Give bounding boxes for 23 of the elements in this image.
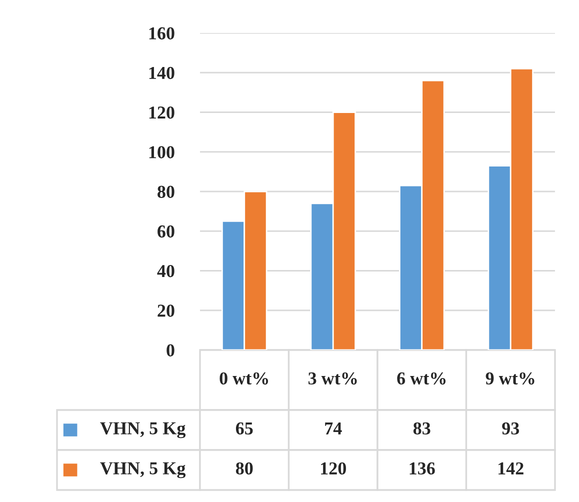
x-tick-label: 9 wt% [486,372,534,385]
y-tick-label: 80 [158,186,174,198]
y-tick-label: 100 [149,146,174,158]
y-tick-label: 120 [149,106,174,119]
x-tick-label: 6 wt% [397,372,446,385]
data-label: 142 [498,462,524,474]
data-label: 80 [236,462,253,475]
legend-label: VHN, 5 Kg [100,422,186,438]
y-tick-label: 40 [157,265,174,278]
y-tick-label: 140 [149,66,174,80]
x-tick-label: 0 wt% [220,372,268,385]
y-tick-label: 60 [158,225,174,238]
y-tick-label: 20 [158,304,174,317]
y-tick-label: 160 [149,27,174,40]
x-tick-label: 3 wt% [308,372,357,385]
data-label: 120 [321,462,346,475]
data-label: 136 [410,462,435,475]
data-label: 65 [236,422,253,435]
data-label: 93 [502,422,520,435]
data-label: 83 [413,422,430,435]
y-tick-label: 0 [166,344,174,356]
data-label: 74 [325,422,342,434]
legend-label: VHN, 5 Kg [100,462,186,478]
